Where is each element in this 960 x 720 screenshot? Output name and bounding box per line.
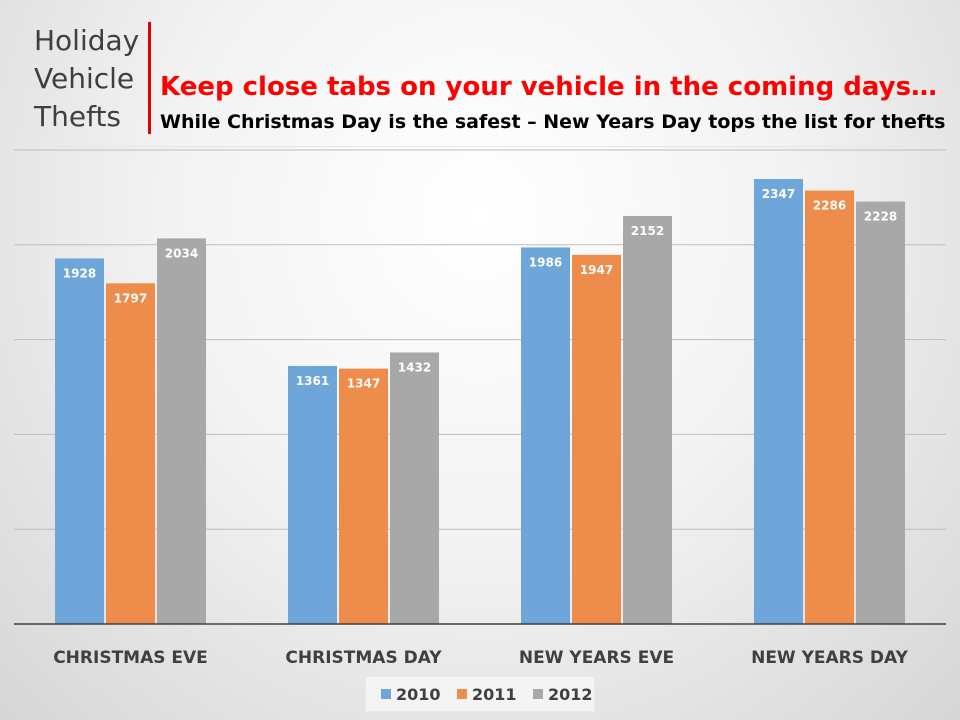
category-label: CHRISTMAS DAY (285, 648, 442, 668)
bar-2010 (55, 258, 104, 624)
data-label: 1432 (398, 360, 431, 374)
data-label: 1928 (63, 266, 96, 280)
category-label: NEW YEARS EVE (519, 648, 674, 668)
bar-2011 (805, 190, 854, 624)
title-line-3: Thefts (34, 100, 122, 133)
bar-2012 (623, 215, 672, 624)
data-label: 1797 (114, 291, 147, 305)
legend-swatch (533, 689, 543, 699)
title-line-1: Holiday (34, 24, 140, 57)
bar-2011 (572, 254, 621, 624)
data-label: 2286 (813, 199, 846, 213)
subheadline: While Christmas Day is the safest – New … (160, 111, 946, 133)
legend-label: 2011 (472, 685, 517, 704)
bar-2012 (390, 352, 439, 624)
bar-2010 (288, 365, 337, 624)
title-divider (148, 22, 151, 134)
bar-2011 (106, 283, 155, 624)
headline: Keep close tabs on your vehicle in the c… (160, 72, 938, 102)
bar-2011 (339, 368, 388, 624)
legend-box (364, 675, 596, 713)
legend-swatch (381, 689, 391, 699)
title-line-2: Vehicle (34, 62, 135, 95)
data-label: 1361 (296, 374, 329, 388)
data-label: 1947 (580, 263, 613, 277)
data-label: 2034 (165, 246, 198, 260)
category-label: CHRISTMAS EVE (53, 648, 208, 668)
header-rule (14, 146, 946, 147)
data-label: 1347 (347, 377, 380, 391)
legend-label: 2012 (548, 685, 593, 704)
data-label: 2152 (631, 224, 664, 238)
bar-2010 (754, 179, 803, 625)
data-label: 2228 (864, 210, 897, 224)
category-label: NEW YEARS DAY (751, 648, 908, 668)
legend-swatch (457, 689, 467, 699)
data-label: 2347 (762, 187, 795, 201)
bar-2012 (157, 238, 206, 624)
bar-2010 (521, 247, 570, 624)
bar-2012 (856, 201, 905, 624)
slide-title: Holiday Vehicle Thefts (34, 22, 146, 136)
data-label: 1986 (529, 255, 562, 269)
legend-label: 2010 (396, 685, 441, 704)
